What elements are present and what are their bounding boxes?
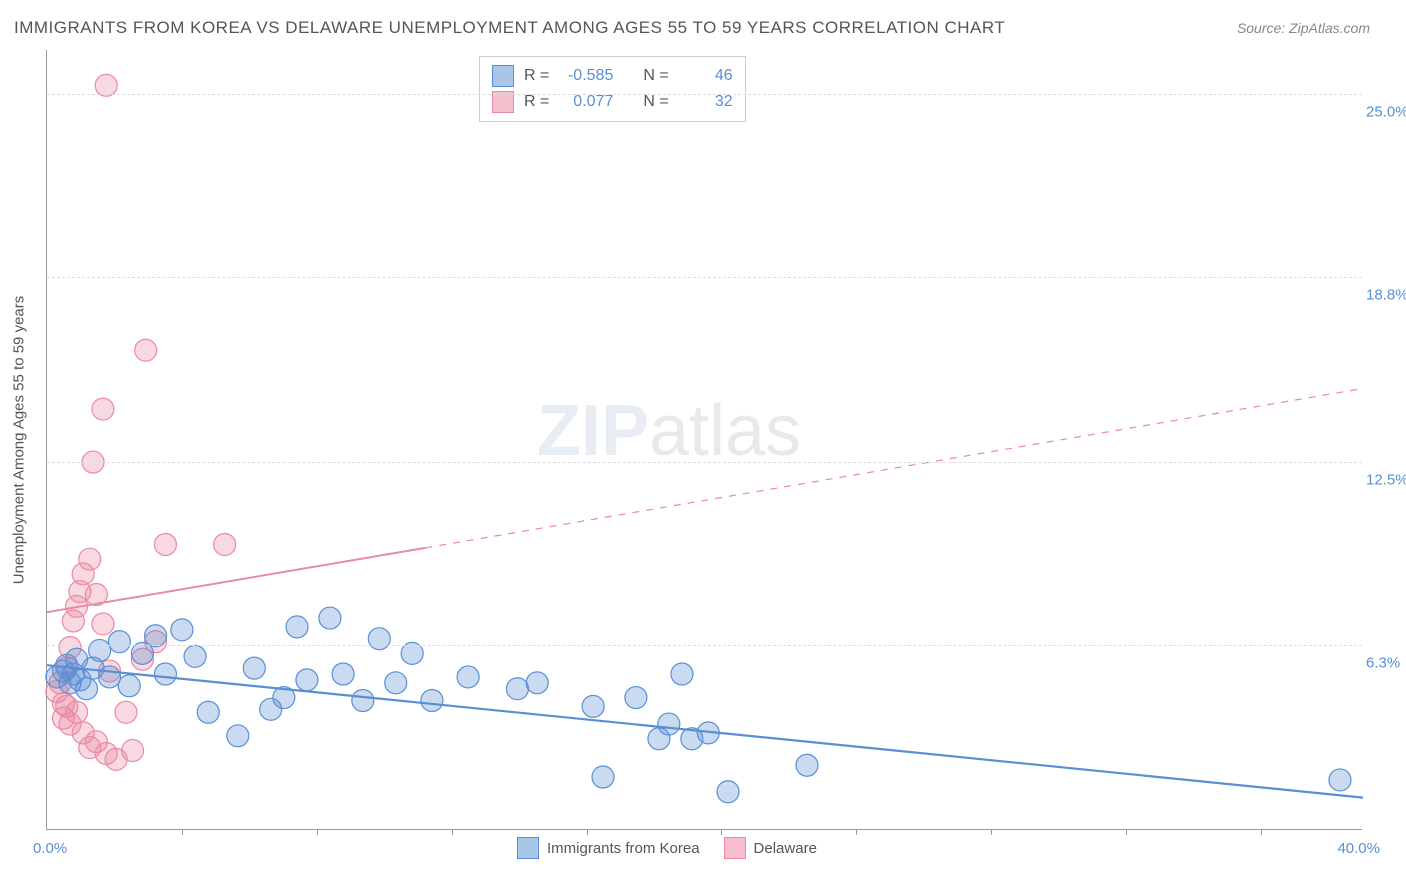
stat-r-label: R =	[524, 67, 549, 85]
scatter-point	[296, 669, 318, 691]
legend-item-delaware: Delaware	[724, 837, 817, 859]
scatter-point	[1329, 769, 1351, 791]
scatter-point	[108, 631, 130, 653]
scatter-point	[99, 666, 121, 688]
legend-swatch-korea-icon	[517, 837, 539, 859]
x-tick	[587, 829, 588, 835]
legend-swatch-delaware-icon	[724, 837, 746, 859]
scatter-point	[385, 672, 407, 694]
scatter-point	[154, 663, 176, 685]
x-axis-min-label: 0.0%	[33, 840, 67, 857]
y-axis-title: Unemployment Among Ages 55 to 59 years	[11, 295, 28, 584]
stat-r-value-delaware: 0.077	[559, 93, 613, 111]
legend-label-delaware: Delaware	[754, 840, 817, 857]
scatter-point	[66, 701, 88, 723]
x-axis-max-label: 40.0%	[1337, 840, 1380, 857]
scatter-point	[526, 672, 548, 694]
x-tick	[1261, 829, 1262, 835]
trendline-dashed	[425, 388, 1363, 547]
scatter-point	[368, 628, 390, 650]
scatter-point	[115, 701, 137, 723]
gridline-h	[47, 462, 1362, 463]
stat-n-value-korea: 46	[679, 67, 733, 85]
scatter-point	[457, 666, 479, 688]
x-tick	[317, 829, 318, 835]
stat-r-value-korea: -0.585	[559, 67, 613, 85]
chart-plot-area: Unemployment Among Ages 55 to 59 years Z…	[46, 50, 1362, 830]
x-tick	[452, 829, 453, 835]
y-tick-label: 6.3%	[1366, 654, 1406, 671]
scatter-point	[332, 663, 354, 685]
scatter-point	[154, 533, 176, 555]
gridline-h	[47, 645, 1362, 646]
scatter-point	[796, 754, 818, 776]
scatter-point	[171, 619, 193, 641]
chart-svg	[47, 50, 1362, 829]
source-attribution: Source: ZipAtlas.com	[1237, 20, 1370, 36]
stat-n-value-delaware: 32	[679, 93, 733, 111]
stat-r-label: R =	[524, 93, 549, 111]
y-tick-label: 12.5%	[1366, 472, 1406, 489]
x-tick	[721, 829, 722, 835]
legend-stats-row: R = 0.077 N = 32	[492, 89, 733, 115]
scatter-point	[319, 607, 341, 629]
scatter-point	[506, 678, 528, 700]
x-tick	[856, 829, 857, 835]
scatter-point	[717, 781, 739, 803]
scatter-point	[286, 616, 308, 638]
scatter-point	[214, 533, 236, 555]
scatter-point	[671, 663, 693, 685]
scatter-point	[625, 687, 647, 709]
legend-swatch-korea	[492, 65, 514, 87]
scatter-point	[401, 642, 423, 664]
trendline-solid	[47, 548, 425, 612]
scatter-point	[592, 766, 614, 788]
scatter-point	[145, 625, 167, 647]
scatter-point	[352, 689, 374, 711]
y-tick-label: 18.8%	[1366, 286, 1406, 303]
scatter-point	[95, 74, 117, 96]
scatter-point	[243, 657, 265, 679]
y-tick-label: 25.0%	[1366, 104, 1406, 121]
scatter-point	[92, 613, 114, 635]
scatter-point	[118, 675, 140, 697]
gridline-h	[47, 94, 1362, 95]
stat-n-label: N =	[643, 93, 668, 111]
legend-stats-box: R = -0.585 N = 46 R = 0.077 N = 32	[479, 56, 746, 122]
chart-title: IMMIGRANTS FROM KOREA VS DELAWARE UNEMPL…	[14, 18, 1005, 38]
x-tick	[1126, 829, 1127, 835]
scatter-point	[92, 398, 114, 420]
legend-series: Immigrants from Korea Delaware	[517, 837, 817, 859]
scatter-point	[89, 639, 111, 661]
scatter-point	[582, 695, 604, 717]
x-tick	[182, 829, 183, 835]
scatter-point	[421, 689, 443, 711]
stat-n-label: N =	[643, 67, 668, 85]
legend-stats-row: R = -0.585 N = 46	[492, 63, 733, 89]
scatter-point	[658, 713, 680, 735]
scatter-point	[75, 678, 97, 700]
gridline-h	[47, 277, 1362, 278]
scatter-point	[122, 740, 144, 762]
scatter-point	[79, 548, 101, 570]
x-tick	[991, 829, 992, 835]
scatter-point	[197, 701, 219, 723]
legend-label-korea: Immigrants from Korea	[547, 840, 700, 857]
scatter-point	[135, 339, 157, 361]
scatter-point	[227, 725, 249, 747]
scatter-point	[184, 645, 206, 667]
legend-item-korea: Immigrants from Korea	[517, 837, 700, 859]
